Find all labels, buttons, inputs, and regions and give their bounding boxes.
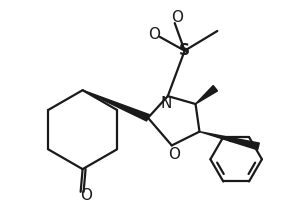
Text: O: O bbox=[148, 27, 160, 42]
Polygon shape bbox=[83, 90, 149, 121]
Polygon shape bbox=[196, 85, 218, 104]
Text: O: O bbox=[168, 147, 180, 162]
Polygon shape bbox=[200, 132, 259, 150]
Text: N: N bbox=[160, 97, 171, 111]
Text: O: O bbox=[81, 188, 93, 203]
Text: S: S bbox=[179, 43, 190, 58]
Text: O: O bbox=[171, 10, 183, 25]
